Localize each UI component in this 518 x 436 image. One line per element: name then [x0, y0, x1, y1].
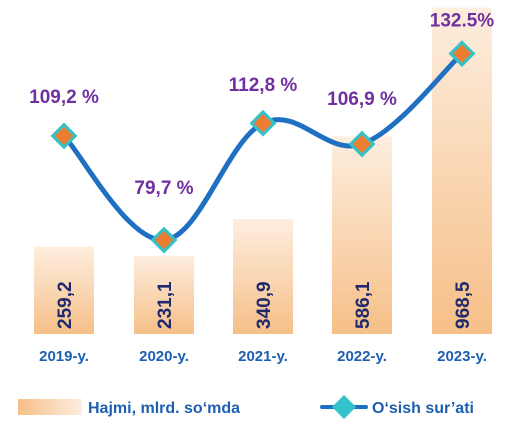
- labels-layer: 259,2 231,1 340,9 586,1 968,5 2019-y. 2020-y. 2…: [29, 11, 494, 365]
- category-label: 2022-y.: [337, 348, 387, 365]
- category-label: 2023-y.: [437, 348, 487, 365]
- bar: [233, 219, 293, 334]
- bar-value-label: 968,5: [453, 281, 474, 329]
- bar: [34, 246, 94, 334]
- bar: [134, 256, 194, 334]
- bar: [332, 136, 392, 334]
- bar-value-label: 259,2: [55, 281, 76, 329]
- legend-bar-swatch: [18, 399, 82, 415]
- bar-value-label: 586,1: [353, 281, 374, 329]
- growth-rate-marker: [348, 130, 376, 158]
- category-label: 2020-y.: [139, 348, 189, 365]
- growth-rate-marker: [448, 40, 476, 68]
- category-label: 2021-y.: [238, 348, 288, 365]
- growth-rate-marker: [249, 109, 277, 137]
- growth-rate-marker: [50, 122, 78, 150]
- category-label: 2019-y.: [39, 348, 89, 365]
- growth-rate-label: 106,9 %: [327, 89, 397, 110]
- legend-bar-label: Hajmi, mlrd. so‘mda: [88, 400, 240, 417]
- growth-rate-marker: [150, 226, 178, 254]
- legend-line-marker: [331, 394, 357, 420]
- bar-value-label: 340,9: [254, 281, 275, 329]
- growth-rate-label: 132.5%: [430, 11, 495, 32]
- legend: Hajmi, mlrd. so‘mda O‘sish sur’ati: [18, 394, 474, 420]
- growth-rate-label: 79,7 %: [134, 178, 193, 199]
- growth-rate-label: 109,2 %: [29, 87, 99, 108]
- line-layer: [50, 40, 476, 254]
- legend-line-label: O‘sish sur’ati: [372, 400, 474, 417]
- bar-value-label: 231,1: [155, 281, 176, 329]
- growth-rate-label: 112,8 %: [229, 75, 298, 96]
